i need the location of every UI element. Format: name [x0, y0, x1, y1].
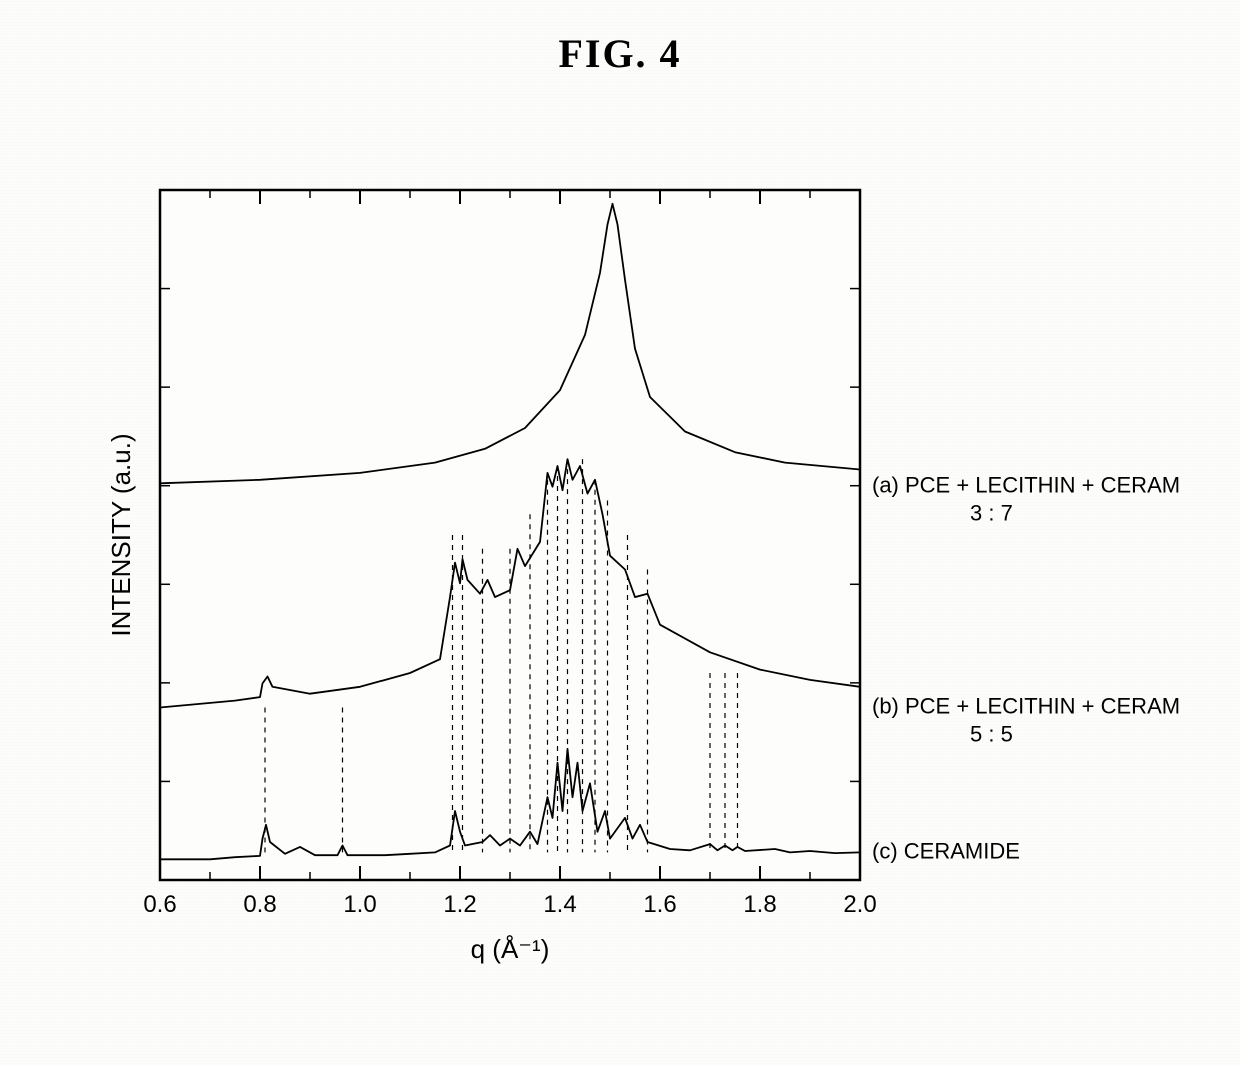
figure-title: FIG. 4: [0, 30, 1240, 77]
svg-text:0.6: 0.6: [143, 891, 176, 918]
svg-text:1.8: 1.8: [743, 891, 776, 918]
svg-text:0.8: 0.8: [243, 891, 276, 918]
svg-text:1.4: 1.4: [543, 891, 576, 918]
annotation-a-sub: 3 : 7: [970, 501, 1013, 526]
annotation-c: (c) CERAMIDE: [872, 838, 1020, 863]
svg-text:1.2: 1.2: [443, 891, 476, 918]
x-axis-label: q (Å⁻¹): [471, 934, 550, 964]
diffraction-chart: 0.6 0.8 1.0 1.2 1.4 1.6 1.8 2.0 q (Å⁻¹) INTENSITY…: [100, 180, 1180, 1000]
y-axis-label: INTENSITY (a.u.): [106, 433, 136, 636]
svg-text:2.0: 2.0: [843, 891, 876, 918]
annotation-b-sub: 5 : 5: [970, 722, 1013, 747]
annotation-b: (b) PCE + LECITHIN + CERAMIDE: [872, 694, 1180, 719]
svg-text:1.0: 1.0: [343, 891, 376, 918]
figure-page: FIG. 4 0.6 0.8 1.0 1.2 1.4 1.6 1.8 2.0 q (Å⁻¹) IN…: [0, 0, 1240, 1065]
svg-text:1.6: 1.6: [643, 891, 676, 918]
chart-container: 0.6 0.8 1.0 1.2 1.4 1.6 1.8 2.0 q (Å⁻¹) INTENSITY…: [100, 180, 1180, 1000]
annotation-a: (a) PCE + LECITHIN + CERAMIDE: [872, 473, 1180, 498]
